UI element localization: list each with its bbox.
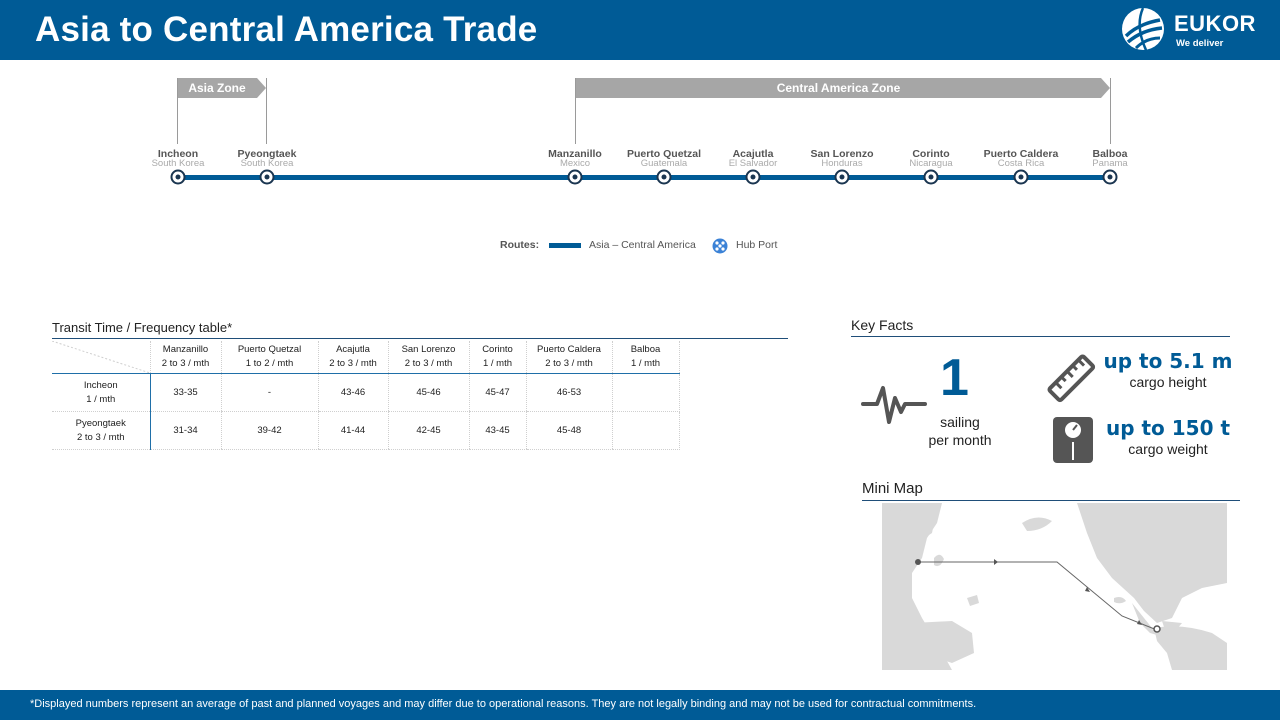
- port-marker-icon[interactable]: [1013, 169, 1029, 185]
- zone-divider: [575, 78, 576, 144]
- eukor-logo: EUKOR We deliver: [1120, 6, 1270, 54]
- asia-zone-banner: Asia Zone: [177, 78, 257, 98]
- table-cell: [611, 373, 680, 412]
- transit-table: Manzanillo 2 to 3 / mth Puerto Quetzal 1 t…: [52, 341, 680, 450]
- table-cell: 45-47: [468, 373, 526, 412]
- land-masses: [882, 503, 1227, 670]
- diagonal-divider: [52, 341, 150, 373]
- transit-table-title: Transit Time / Frequency table*: [52, 320, 233, 335]
- table-cell: 43-46: [317, 373, 388, 412]
- table-header-row: Manzanillo 2 to 3 / mth Puerto Quetzal 1 t…: [52, 341, 680, 374]
- port-country: Panama: [1092, 158, 1128, 169]
- port-name: Pyeongtaek: [237, 148, 297, 160]
- column-header: Puerto Quetzal 1 to 2 / mth: [220, 341, 318, 374]
- port-marker-icon[interactable]: [259, 169, 275, 185]
- port-name: Puerto Caldera: [983, 148, 1059, 160]
- weight-value: up to 150 t: [1105, 416, 1231, 440]
- table-cell: 42-45: [387, 411, 469, 450]
- table-cell: 45-46: [387, 373, 469, 412]
- table-cell: [611, 411, 680, 450]
- sailings-label: sailing per month: [928, 414, 992, 448]
- ruler-icon: [1047, 354, 1096, 403]
- route-line: [178, 175, 1110, 180]
- port-name: Puerto Quetzal: [626, 148, 702, 160]
- port-marker-icon[interactable]: [923, 169, 939, 185]
- column-header: Puerto Caldera 2 to 3 / mth: [525, 341, 612, 374]
- key-facts-rule: [851, 336, 1230, 337]
- port-country: El Salvador: [728, 158, 778, 169]
- legend-hub-label: Hub Port: [736, 239, 778, 251]
- port-country: Nicaragua: [909, 158, 953, 169]
- port-name: Acajutla: [732, 148, 774, 160]
- weight-label: cargo weight: [1128, 441, 1208, 457]
- header-bar: Asia to Central America Trade EUKOR We d…: [0, 0, 1280, 60]
- port-marker-icon[interactable]: [170, 169, 186, 185]
- legend-route-label: Asia – Central America: [589, 239, 696, 251]
- port-name: Incheon: [157, 148, 199, 160]
- mini-map-rule: [862, 500, 1240, 501]
- sailings-value: 1: [940, 349, 969, 407]
- mini-map[interactable]: [882, 503, 1227, 670]
- table-cell: 33-35: [149, 373, 221, 412]
- port-marker-icon[interactable]: [834, 169, 850, 185]
- destination-port-dot: [1153, 625, 1161, 633]
- mini-map-title: Mini Map: [862, 480, 923, 497]
- table-row: Pyeongtaek 2 to 3 / mth 31-34 39-42 41-44…: [52, 411, 680, 450]
- port-country: Honduras: [821, 158, 863, 169]
- table-corner-cell: [52, 341, 150, 374]
- row-header: Pyeongtaek 2 to 3 / mth: [52, 411, 151, 450]
- height-label: cargo height: [1129, 374, 1207, 390]
- port-country: South Korea: [151, 158, 205, 169]
- port-marker-icon[interactable]: [567, 169, 583, 185]
- scale-weight-icon: [1053, 417, 1093, 463]
- legend-route-line: [549, 243, 581, 248]
- table-row: Incheon 1 / mth 33-35 - 43-46 45-46 45-47…: [52, 373, 680, 412]
- central-america-zone-arrow: [1101, 78, 1110, 98]
- page-title: Asia to Central America Trade: [35, 10, 538, 49]
- table-cell: -: [220, 373, 318, 412]
- globe-logo-icon: [1122, 7, 1164, 51]
- key-facts-title: Key Facts: [851, 317, 914, 333]
- column-header: San Lorenzo 2 to 3 / mth: [387, 341, 469, 374]
- port-country: Guatemala: [640, 158, 688, 169]
- pulse-icon: [861, 386, 927, 424]
- logo-tagline: We deliver: [1176, 38, 1224, 49]
- port-marker-icon[interactable]: [656, 169, 672, 185]
- table-cell: 39-42: [220, 411, 318, 450]
- table-cell: 31-34: [149, 411, 221, 450]
- port-name: Corinto: [912, 148, 950, 160]
- column-header: Corinto 1 / mth: [468, 341, 526, 374]
- table-title-rule: [52, 338, 788, 339]
- port-name: San Lorenzo: [810, 148, 874, 160]
- port-marker-icon[interactable]: [745, 169, 761, 185]
- port-name: Manzanillo: [548, 148, 602, 160]
- zone-divider: [266, 78, 267, 144]
- table-cell: 45-48: [525, 411, 612, 450]
- origin-port-dot: [915, 559, 921, 565]
- legend-label: Routes:: [500, 239, 540, 251]
- zone-divider: [1110, 78, 1111, 144]
- footer-bar: *Displayed numbers represent an average …: [0, 690, 1280, 720]
- logo-name: EUKOR: [1174, 11, 1256, 36]
- port-country: South Korea: [240, 158, 294, 169]
- column-header: Manzanillo 2 to 3 / mth: [149, 341, 221, 374]
- zone-divider: [177, 78, 178, 144]
- central-america-zone-banner: Central America Zone: [576, 78, 1101, 98]
- table-cell: 46-53: [525, 373, 612, 412]
- column-header: Balboa 1 / mth: [611, 341, 680, 374]
- port-marker-icon[interactable]: [1102, 169, 1118, 185]
- port-country: Costa Rica: [997, 158, 1045, 169]
- height-value: up to 5.1 m: [1103, 349, 1233, 373]
- port-country: Mexico: [559, 158, 591, 169]
- asia-zone-arrow: [257, 78, 266, 98]
- footer-disclaimer: *Displayed numbers represent an average …: [30, 698, 977, 710]
- port-name: Balboa: [1092, 148, 1128, 160]
- column-header: Acajutla 2 to 3 / mth: [317, 341, 388, 374]
- table-cell: 43-45: [468, 411, 526, 450]
- hub-port-icon: [712, 238, 728, 254]
- table-cell: 41-44: [317, 411, 388, 450]
- row-header: Incheon 1 / mth: [52, 373, 151, 412]
